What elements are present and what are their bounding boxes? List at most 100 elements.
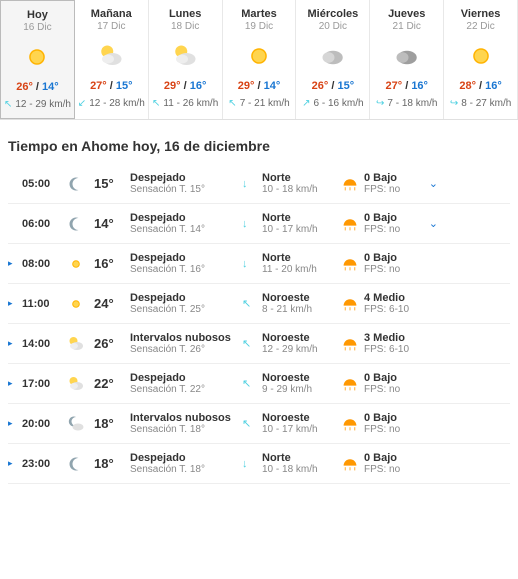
weather-icon: [372, 40, 441, 72]
day-temps: 27° / 16°: [372, 80, 441, 92]
day-name: Mañana: [77, 8, 146, 20]
hour-time: 20:00: [22, 418, 58, 430]
hour-temp: 22°: [94, 376, 126, 391]
hour-condition: Despejado Sensación T. 22°: [130, 372, 238, 395]
day-name: Miércoles: [298, 8, 367, 20]
weather-icon: [62, 374, 90, 394]
weather-icon: [225, 40, 294, 72]
hour-wind: Norte 10 - 17 km/h: [262, 212, 336, 235]
hour-time: 05:00: [22, 178, 58, 190]
expand-icon: ▸: [8, 298, 18, 309]
hour-temp: 26°: [94, 336, 126, 351]
hour-row[interactable]: 06:00 14° Despejado Sensación T. 14° ↓ N…: [8, 204, 510, 244]
hour-row[interactable]: ▸ 20:00 18° Intervalos nubosos Sensación…: [8, 404, 510, 444]
uv-icon: [340, 176, 360, 192]
weather-icon: [62, 254, 90, 274]
uv-icon: [340, 296, 360, 312]
day-name: Hoy: [3, 9, 72, 21]
day-wind: ↖7 - 21 km/h: [225, 98, 294, 109]
hour-uv: 0 Bajo FPS: no: [364, 252, 420, 275]
uv-icon: [340, 456, 360, 472]
hour-temp: 16°: [94, 256, 126, 271]
hour-row[interactable]: ▸ 14:00 26° Intervalos nubosos Sensación…: [8, 324, 510, 364]
expand-icon: ▸: [8, 338, 18, 349]
hour-time: 23:00: [22, 458, 58, 470]
day-wind: ↪7 - 18 km/h: [372, 98, 441, 109]
hour-temp: 18°: [94, 456, 126, 471]
uv-icon: [340, 336, 360, 352]
hour-wind: Norte 10 - 18 km/h: [262, 172, 336, 195]
hour-time: 11:00: [22, 298, 58, 310]
hour-row[interactable]: ▸ 11:00 24° Despejado Sensación T. 25° ↖…: [8, 284, 510, 324]
hour-wind: Norte 11 - 20 km/h: [262, 252, 336, 275]
wind-icon: ↖: [242, 377, 258, 390]
hour-temp: 15°: [94, 176, 126, 191]
day-name: Jueves: [372, 8, 441, 20]
day-date: 21 Dic: [372, 21, 441, 32]
chevron-icon: ⌄: [424, 217, 438, 230]
hour-temp: 18°: [94, 416, 126, 431]
day-wind: ↪8 - 27 km/h: [446, 98, 515, 109]
hour-row[interactable]: ▸ 17:00 22° Despejado Sensación T. 22° ↖…: [8, 364, 510, 404]
uv-icon: [340, 256, 360, 272]
wind-icon: ↖: [242, 297, 258, 310]
wind-icon: ↖: [242, 417, 258, 430]
expand-icon: ▸: [8, 418, 18, 429]
day-wind: ↗6 - 16 km/h: [298, 98, 367, 109]
hour-row[interactable]: 05:00 15° Despejado Sensación T. 15° ↓ N…: [8, 164, 510, 204]
hour-uv: 0 Bajo FPS: no: [364, 172, 420, 195]
hour-uv: 0 Bajo FPS: no: [364, 412, 420, 435]
wind-icon: ↓: [242, 218, 258, 230]
uv-icon: [340, 376, 360, 392]
hour-temp: 24°: [94, 296, 126, 311]
hourly-title: Tiempo en Ahome hoy, 16 de diciembre: [8, 138, 510, 154]
hour-time: 08:00: [22, 258, 58, 270]
wind-icon: ↓: [242, 458, 258, 470]
hour-wind: Noroeste 9 - 29 km/h: [262, 372, 336, 395]
chevron-icon: ⌄: [424, 177, 438, 190]
hour-condition: Despejado Sensación T. 18°: [130, 452, 238, 475]
hour-time: 17:00: [22, 378, 58, 390]
day-temps: 26° / 14°: [3, 81, 72, 93]
day-temps: 26° / 15°: [298, 80, 367, 92]
hour-uv: 3 Medio FPS: 6-10: [364, 332, 420, 355]
weather-icon: [62, 294, 90, 314]
day-card[interactable]: Mañana 17 Dic 27° / 15° ↙12 - 28 km/h: [75, 0, 149, 119]
weather-icon: [62, 174, 90, 194]
hour-condition: Despejado Sensación T. 16°: [130, 252, 238, 275]
hour-uv: 0 Bajo FPS: no: [364, 212, 420, 235]
day-name: Lunes: [151, 8, 220, 20]
hour-row[interactable]: ▸ 08:00 16° Despejado Sensación T. 16° ↓…: [8, 244, 510, 284]
hour-time: 14:00: [22, 338, 58, 350]
day-card[interactable]: Miércoles 20 Dic 26° / 15° ↗6 - 16 km/h: [296, 0, 370, 119]
day-card[interactable]: Hoy 16 Dic 26° / 14° ↖12 - 29 km/h: [0, 0, 75, 119]
weather-icon: [62, 214, 90, 234]
day-card[interactable]: Jueves 21 Dic 27° / 16° ↪7 - 18 km/h: [370, 0, 444, 119]
hour-uv: 0 Bajo FPS: no: [364, 452, 420, 475]
day-wind: ↖12 - 29 km/h: [3, 99, 72, 110]
day-date: 19 Dic: [225, 21, 294, 32]
hour-wind: Norte 10 - 18 km/h: [262, 452, 336, 475]
wind-icon: ↓: [242, 258, 258, 270]
day-card[interactable]: Lunes 18 Dic 29° / 16° ↖11 - 26 km/h: [149, 0, 223, 119]
hour-condition: Despejado Sensación T. 15°: [130, 172, 238, 195]
day-wind: ↖11 - 26 km/h: [151, 98, 220, 109]
uv-icon: [340, 216, 360, 232]
hour-uv: 4 Medio FPS: 6-10: [364, 292, 420, 315]
weather-icon: [62, 414, 90, 434]
hour-temp: 14°: [94, 216, 126, 231]
day-name: Martes: [225, 8, 294, 20]
daily-forecast: Hoy 16 Dic 26° / 14° ↖12 - 29 km/h Mañan…: [0, 0, 518, 120]
day-card[interactable]: Martes 19 Dic 29° / 14° ↖7 - 21 km/h: [223, 0, 297, 119]
day-temps: 28° / 16°: [446, 80, 515, 92]
day-wind: ↙12 - 28 km/h: [77, 98, 146, 109]
hour-condition: Intervalos nubosos Sensación T. 26°: [130, 332, 238, 355]
hour-condition: Despejado Sensación T. 25°: [130, 292, 238, 315]
weather-icon: [446, 40, 515, 72]
day-date: 22 Dic: [446, 21, 515, 32]
hour-row[interactable]: ▸ 23:00 18° Despejado Sensación T. 18° ↓…: [8, 444, 510, 484]
hour-condition: Intervalos nubosos Sensación T. 18°: [130, 412, 238, 435]
weather-icon: [62, 454, 90, 474]
day-card[interactable]: Viernes 22 Dic 28° / 16° ↪8 - 27 km/h: [444, 0, 518, 119]
hour-time: 06:00: [22, 218, 58, 230]
